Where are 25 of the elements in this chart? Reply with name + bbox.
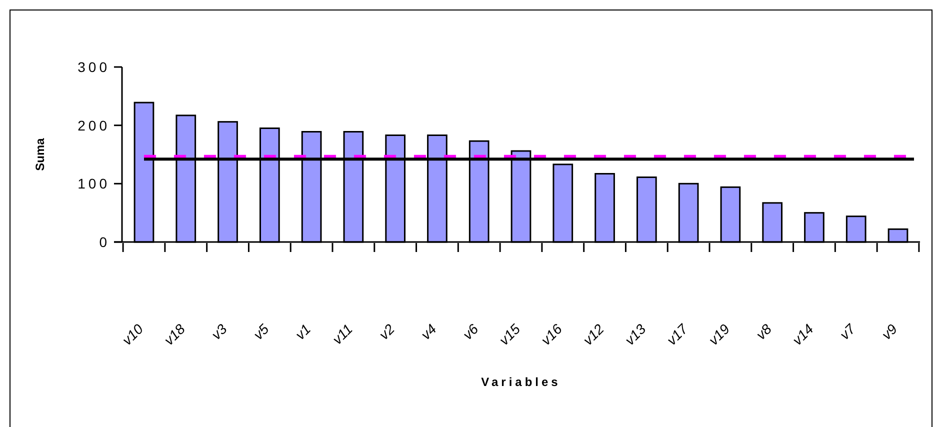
x-tick-label: v4 xyxy=(418,320,440,343)
x-axis-title: Variables xyxy=(481,375,561,389)
x-tick-label: v1 xyxy=(292,320,314,343)
x-tick-label: v5 xyxy=(250,320,272,343)
y-tick-label: 0 xyxy=(99,234,110,250)
y-tick-label: 300 xyxy=(78,59,110,75)
y-tick-label: 100 xyxy=(78,176,110,192)
x-tick-label: v14 xyxy=(789,320,816,348)
x-tick-label: v13 xyxy=(622,320,649,348)
x-tick-label: v12 xyxy=(580,320,608,348)
x-tick-label: v15 xyxy=(496,320,524,348)
y-axis-title: Suma xyxy=(33,138,47,171)
x-tick-label: v8 xyxy=(752,320,775,343)
x-tick-label: v16 xyxy=(538,320,566,348)
x-tick-label: v7 xyxy=(836,320,860,343)
x-tick-label: v3 xyxy=(208,320,230,343)
x-tick-label: v11 xyxy=(329,320,356,348)
x-tick-label: v9 xyxy=(878,320,900,343)
x-tick-label: v10 xyxy=(118,320,146,348)
x-tick-label: v19 xyxy=(705,320,733,348)
x-tick-label: v6 xyxy=(459,320,482,343)
x-tick-label: v2 xyxy=(376,320,398,343)
x-tick-label: v17 xyxy=(663,320,692,348)
x-tick-label: v18 xyxy=(160,320,188,348)
y-tick-label: 200 xyxy=(78,117,110,134)
